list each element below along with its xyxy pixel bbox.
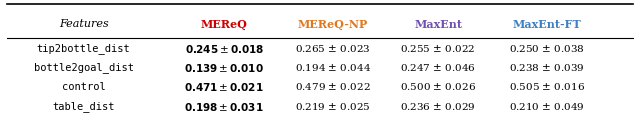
Text: 0.479 $\pm$ 0.022: 0.479 $\pm$ 0.022 xyxy=(295,81,371,92)
Text: bottle2goal_dist: bottle2goal_dist xyxy=(34,62,134,73)
Text: 0.238 $\pm$ 0.039: 0.238 $\pm$ 0.039 xyxy=(509,62,584,73)
Text: control: control xyxy=(62,82,106,92)
Text: $\mathbf{0.245} \pm \mathbf{0.018}$: $\mathbf{0.245} \pm \mathbf{0.018}$ xyxy=(184,43,264,55)
Text: 0.265 $\pm$ 0.023: 0.265 $\pm$ 0.023 xyxy=(295,43,371,54)
Text: MEReQ-NP: MEReQ-NP xyxy=(298,19,368,30)
Text: 0.500 $\pm$ 0.026: 0.500 $\pm$ 0.026 xyxy=(400,81,476,92)
Text: $\mathbf{0.471} \pm \mathbf{0.021}$: $\mathbf{0.471} \pm \mathbf{0.021}$ xyxy=(184,81,264,93)
Text: 0.250 $\pm$ 0.038: 0.250 $\pm$ 0.038 xyxy=(509,43,584,54)
Text: 0.236 $\pm$ 0.029: 0.236 $\pm$ 0.029 xyxy=(401,101,476,112)
Text: tip2bottle_dist: tip2bottle_dist xyxy=(37,43,131,54)
Text: Features: Features xyxy=(59,19,109,29)
Text: 0.219 $\pm$ 0.025: 0.219 $\pm$ 0.025 xyxy=(295,101,371,112)
Text: 0.247 $\pm$ 0.046: 0.247 $\pm$ 0.046 xyxy=(400,62,476,73)
Text: 0.210 $\pm$ 0.049: 0.210 $\pm$ 0.049 xyxy=(509,101,584,112)
Text: MaxEnt: MaxEnt xyxy=(414,19,462,30)
Text: MEReQ: MEReQ xyxy=(201,19,248,30)
Text: 0.255 $\pm$ 0.022: 0.255 $\pm$ 0.022 xyxy=(401,43,476,54)
Text: MaxEnt-FT: MaxEnt-FT xyxy=(513,19,581,30)
Text: $\mathbf{0.139} \pm \mathbf{0.010}$: $\mathbf{0.139} \pm \mathbf{0.010}$ xyxy=(184,62,264,74)
Text: 0.505 $\pm$ 0.016: 0.505 $\pm$ 0.016 xyxy=(509,81,585,92)
Text: 0.194 $\pm$ 0.044: 0.194 $\pm$ 0.044 xyxy=(294,62,371,73)
Text: table_dist: table_dist xyxy=(52,101,115,112)
Text: $\mathbf{0.198} \pm \mathbf{0.031}$: $\mathbf{0.198} \pm \mathbf{0.031}$ xyxy=(184,101,264,113)
